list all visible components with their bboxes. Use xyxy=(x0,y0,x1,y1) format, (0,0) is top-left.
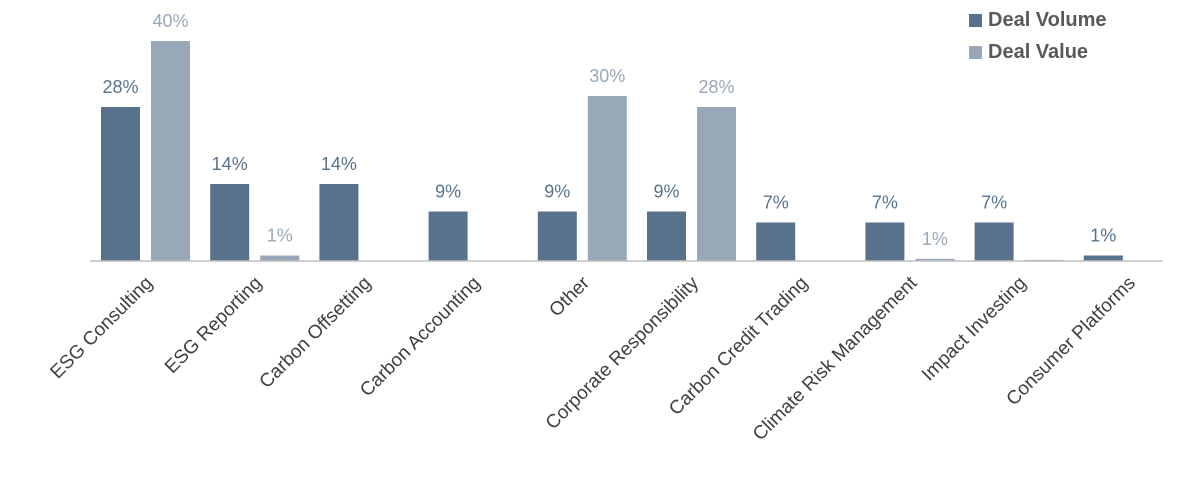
bar-deal-volume-carbon-credit-trading xyxy=(756,222,796,261)
category-label-other: Other xyxy=(545,272,594,321)
category-label-esg-reporting: ESG Reporting xyxy=(161,273,266,378)
value-label-deal-value-other: 30% xyxy=(589,66,625,86)
bars-group xyxy=(101,41,1123,262)
value-label-deal-volume-climate-risk-management: 7% xyxy=(872,193,898,213)
value-label-deal-volume-carbon-accounting: 9% xyxy=(435,182,461,202)
value-label-deal-value-climate-risk-management: 1% xyxy=(922,229,948,249)
value-label-deal-volume-esg-consulting: 28% xyxy=(102,77,138,97)
bar-deal-volume-other xyxy=(537,211,577,261)
value-label-deal-volume-other: 9% xyxy=(544,182,570,202)
bar-deal-value-esg-reporting xyxy=(260,255,300,261)
bar-deal-volume-corporate-responsibility xyxy=(647,211,686,261)
category-label-esg-consulting: ESG Consulting xyxy=(47,273,157,383)
bar-deal-volume-carbon-offsetting xyxy=(319,184,359,261)
bar-deal-value-climate-risk-management xyxy=(915,258,955,261)
bar-deal-value-other xyxy=(587,96,627,261)
legend: Deal Volume Deal Value xyxy=(969,4,1107,68)
bar-deal-volume-carbon-accounting xyxy=(428,211,468,261)
bar-deal-volume-impact-investing xyxy=(974,222,1014,261)
legend-label-deal-value: Deal Value xyxy=(988,40,1089,63)
value-label-deal-value-corporate-responsibility: 28% xyxy=(698,77,734,97)
value-label-deal-volume-carbon-credit-trading: 7% xyxy=(763,193,789,213)
value-label-deal-value-esg-reporting: 1% xyxy=(267,226,293,246)
category-label-carbon-accounting: Carbon Accounting xyxy=(356,273,484,401)
value-label-deal-volume-impact-investing: 7% xyxy=(981,193,1007,213)
legend-item-deal-value: Deal Value xyxy=(969,36,1107,68)
legend-swatch-deal-volume xyxy=(969,13,982,27)
bar-deal-volume-consumer-platforms xyxy=(1083,255,1123,261)
category-label-carbon-offsetting: Carbon Offsetting xyxy=(256,273,376,393)
value-label-deal-volume-corporate-responsibility: 9% xyxy=(653,182,679,202)
bar-deal-value-corporate-responsibility xyxy=(697,107,736,261)
bar-deal-value-esg-consulting xyxy=(151,41,190,261)
legend-label-deal-volume: Deal Volume xyxy=(988,8,1107,31)
value-label-deal-value-esg-consulting: 40% xyxy=(152,11,188,31)
value-label-deal-volume-consumer-platforms: 1% xyxy=(1090,226,1116,246)
category-label-impact-investing: Impact Investing xyxy=(918,273,1031,386)
bar-deal-volume-climate-risk-management xyxy=(865,222,905,261)
legend-item-deal-volume: Deal Volume xyxy=(969,4,1107,36)
bar-deal-volume-esg-consulting xyxy=(101,107,140,261)
legend-swatch-deal-value xyxy=(969,45,982,59)
value-label-deal-volume-carbon-offsetting: 14% xyxy=(321,154,357,174)
value-labels-group: 28% 40% 14% 1% 14% 9% 9% 30% 9% 28% 7% 7% 1% 7% 1% xyxy=(102,11,1116,249)
value-label-deal-volume-esg-reporting: 14% xyxy=(212,154,248,174)
bar-deal-volume-esg-reporting xyxy=(210,184,250,261)
